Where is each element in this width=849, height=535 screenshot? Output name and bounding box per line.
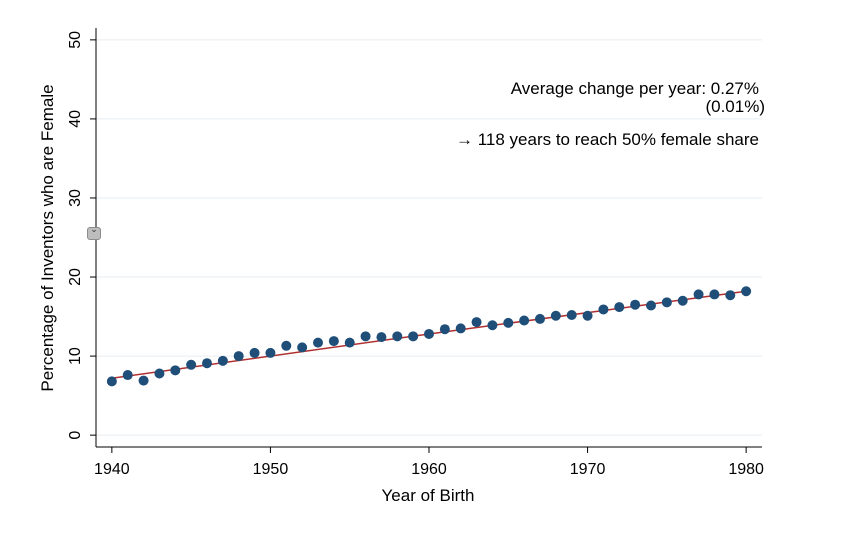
y-tick-label: 20 <box>67 268 84 286</box>
y-tick-label: 10 <box>67 347 84 365</box>
data-point <box>281 340 292 351</box>
y-tick-label: 0 <box>67 431 84 440</box>
x-tick-label: 1970 <box>570 461 606 478</box>
data-point <box>392 331 403 342</box>
data-point <box>249 347 260 358</box>
data-point <box>661 297 672 308</box>
data-point <box>106 376 117 387</box>
annotation-years-to-parity: → 118 years to reach 50% female share <box>456 130 759 149</box>
data-points <box>106 286 752 387</box>
data-point <box>503 317 514 328</box>
data-point <box>186 359 197 370</box>
y-tick-label: 40 <box>67 110 84 128</box>
data-point <box>487 320 498 331</box>
data-point <box>376 332 387 343</box>
data-point <box>233 351 244 362</box>
collapse-toggle-button[interactable]: ⌄ <box>87 225 101 240</box>
data-point <box>741 286 752 297</box>
y-axis-title: Percentage of Inventors who are Female <box>38 84 57 391</box>
data-point <box>265 347 276 358</box>
data-point <box>439 324 450 335</box>
annotation-average-change: Average change per year: 0.27% <box>511 79 759 98</box>
x-ticks: 1940 1950 1960 1970 1980 <box>94 447 764 478</box>
y-tick-label: 30 <box>67 189 84 207</box>
data-point <box>598 304 609 315</box>
data-point <box>360 331 371 342</box>
data-point <box>693 289 704 300</box>
annotation-standard-error: (0.01%) <box>705 97 765 116</box>
x-tick-label: 1950 <box>253 461 289 478</box>
data-point <box>313 337 323 348</box>
data-point <box>709 289 720 300</box>
x-tick-label: 1960 <box>411 461 447 478</box>
x-tick-label: 1980 <box>728 461 764 478</box>
data-point <box>725 290 736 301</box>
data-point <box>122 370 133 381</box>
data-point <box>297 342 308 353</box>
data-point <box>646 300 656 311</box>
data-point <box>328 336 339 347</box>
x-tick-label: 1940 <box>94 461 130 478</box>
y-tick-label: 50 <box>67 31 84 49</box>
data-point <box>408 331 419 342</box>
data-point <box>344 337 355 348</box>
y-ticks: 0 10 20 30 40 50 <box>67 31 96 440</box>
data-point <box>566 309 577 320</box>
data-point <box>154 368 165 379</box>
data-point <box>582 310 593 321</box>
data-point <box>550 310 561 321</box>
grid-lines <box>96 39 762 436</box>
data-point <box>677 295 688 306</box>
data-point <box>138 375 149 386</box>
data-point <box>202 358 212 369</box>
chevron-down-icon: ⌄ <box>90 225 98 235</box>
data-point <box>630 299 641 310</box>
data-point <box>519 315 530 326</box>
data-point <box>471 317 482 328</box>
data-point <box>217 355 228 366</box>
data-point <box>455 323 466 334</box>
data-point <box>424 328 434 339</box>
data-point <box>170 365 181 376</box>
data-point <box>535 313 545 324</box>
x-axis-title: Year of Birth <box>382 486 475 505</box>
data-point <box>614 302 625 313</box>
